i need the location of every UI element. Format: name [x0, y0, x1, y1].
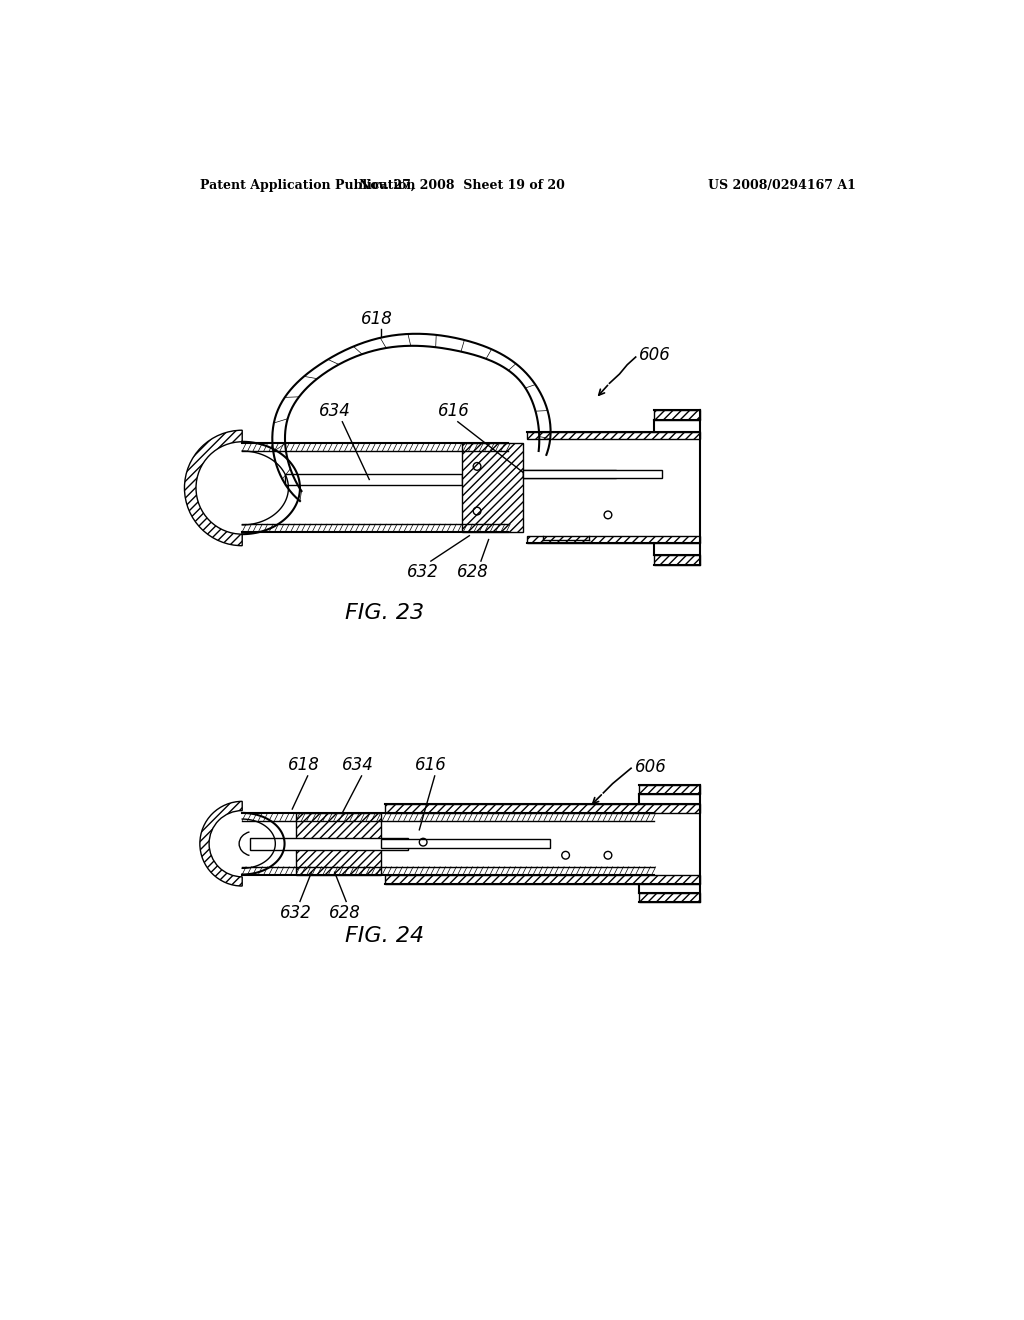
Text: 618: 618 — [288, 756, 319, 775]
Text: 606: 606 — [639, 346, 671, 364]
Bar — [523, 470, 615, 478]
Text: 634: 634 — [318, 403, 350, 420]
Text: 628: 628 — [329, 904, 360, 921]
Bar — [296, 813, 381, 875]
Bar — [523, 470, 662, 478]
Wedge shape — [184, 430, 243, 545]
Bar — [385, 875, 700, 884]
Bar — [639, 892, 700, 903]
Bar — [250, 838, 408, 850]
Bar — [527, 432, 700, 440]
Bar — [639, 785, 700, 795]
Bar — [462, 444, 523, 532]
Text: 616: 616 — [438, 403, 470, 420]
Text: 634: 634 — [342, 756, 374, 775]
Text: FIG. 23: FIG. 23 — [345, 603, 424, 623]
Text: 632: 632 — [408, 562, 439, 581]
Text: 628: 628 — [458, 562, 489, 581]
Bar — [285, 474, 462, 484]
Text: FIG. 24: FIG. 24 — [345, 927, 424, 946]
Text: US 2008/0294167 A1: US 2008/0294167 A1 — [708, 178, 856, 191]
Bar — [654, 411, 700, 420]
Bar — [654, 554, 700, 565]
Text: 616: 616 — [415, 756, 446, 775]
Bar — [381, 840, 550, 849]
Wedge shape — [200, 801, 243, 886]
Bar — [385, 804, 700, 813]
Bar — [527, 536, 700, 544]
Text: 606: 606 — [635, 758, 667, 776]
Text: 632: 632 — [281, 904, 312, 921]
Text: Nov. 27, 2008  Sheet 19 of 20: Nov. 27, 2008 Sheet 19 of 20 — [358, 178, 564, 191]
Text: Patent Application Publication: Patent Application Publication — [200, 178, 416, 191]
Text: 618: 618 — [361, 310, 393, 327]
